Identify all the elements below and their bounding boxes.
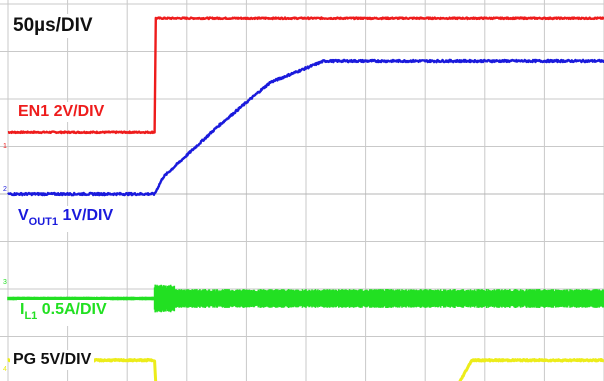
il1-name: IL1 — [20, 301, 38, 322]
il1-ground-marker: 3 — [3, 279, 7, 286]
il1-label: IL1 0.5A/DIV — [17, 300, 110, 326]
trace-group — [7, 16, 604, 381]
vout1-label: VOUT1 1V/DIV — [15, 206, 117, 232]
il1-trace — [7, 284, 604, 313]
vout1-trace — [7, 58, 604, 197]
pg-name: PG — [13, 351, 37, 368]
vout1-name: VOUT1 — [18, 207, 59, 228]
vout1-subscript: OUT1 — [28, 216, 59, 228]
vout1-scale: 1V/DIV — [62, 207, 114, 224]
en1-trace — [7, 16, 604, 135]
en1-ground-marker: 1 — [3, 143, 7, 150]
pg-scale: 5V/DIV — [40, 351, 92, 368]
en1-label: EN1 2V/DIV — [15, 102, 108, 122]
il1-ripple-band — [7, 284, 604, 313]
pg-trace — [7, 358, 604, 381]
vout1-ground-marker: 2 — [3, 186, 7, 193]
pg-label: PG 5V/DIV — [10, 350, 95, 370]
en1-name: EN1 — [18, 103, 50, 120]
en1-scale: 2V/DIV — [53, 103, 105, 120]
il1-scale: 0.5A/DIV — [41, 301, 107, 318]
pg-ground-marker: 4 — [3, 366, 7, 373]
timebase-label: 50µs/DIV — [10, 14, 96, 38]
il1-subscript: L1 — [24, 310, 38, 322]
